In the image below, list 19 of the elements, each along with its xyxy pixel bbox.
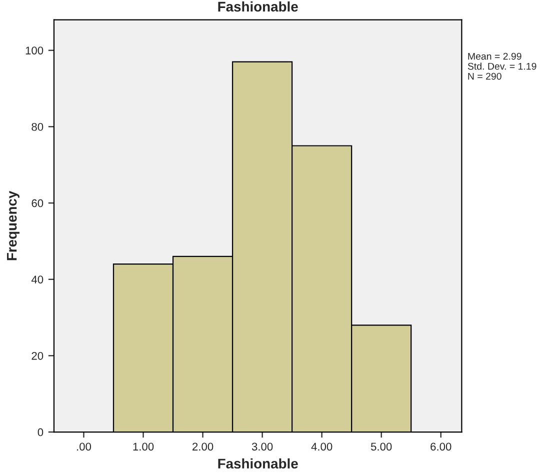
chart-title: Fashionable <box>218 1 298 12</box>
y-tick-label: 0 <box>38 428 44 436</box>
x-tick-label: 2.00 <box>192 442 214 451</box>
x-tick-label: 1.00 <box>133 442 154 451</box>
text: N = 290 <box>468 72 502 80</box>
text: Mean = 2.99 <box>468 52 522 60</box>
y-tick-label: 80 <box>32 122 44 131</box>
text: Std. Dev. = 1.19 <box>468 62 536 70</box>
y-tick-label: 100 <box>26 46 44 54</box>
x-tick-label: 6.00 <box>430 442 452 451</box>
x-tick-label: 5.00 <box>370 442 392 451</box>
y-tick-label: 40 <box>31 276 44 284</box>
x-axis-title: Fashionable <box>218 458 298 469</box>
y-axis-title: Frequency <box>7 190 20 260</box>
x-tick-label: 4.00 <box>311 442 332 451</box>
y-tick-label: 60 <box>32 199 44 208</box>
x-tick-label: 3.00 <box>252 442 273 451</box>
y-tick-label: 20 <box>32 352 44 360</box>
x-tick-label: .00 <box>77 442 92 451</box>
